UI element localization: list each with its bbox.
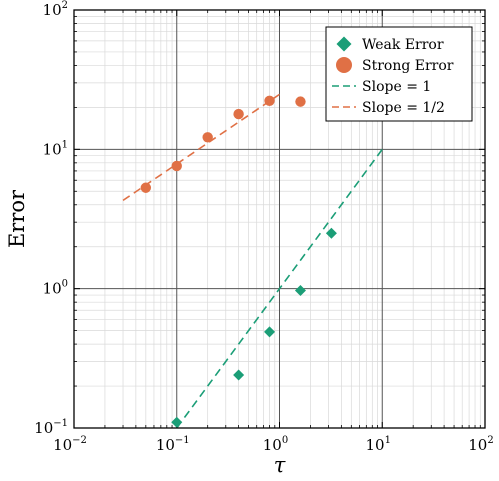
weak-error-point	[325, 227, 337, 239]
plot-layer	[122, 93, 383, 428]
legend-label: Strong Error	[362, 58, 454, 74]
x-tick-label: 10−2	[53, 435, 87, 454]
weak-error-point	[171, 416, 183, 428]
y-axis-title: Error	[5, 189, 29, 248]
legend-label: Weak Error	[362, 37, 444, 53]
strong-error-point	[140, 182, 152, 193]
y-tick-label: 100	[43, 279, 68, 298]
legend-label: Slope = 1	[362, 79, 431, 95]
weak-error-point	[264, 326, 276, 338]
strong-error-point	[233, 108, 244, 120]
grid	[73, 9, 486, 429]
x-tick-label: 102	[468, 435, 493, 454]
strong-error-point	[264, 95, 275, 107]
reference-line	[122, 93, 280, 202]
legend-weak-error-marker	[336, 36, 352, 52]
weak-error-point	[233, 369, 245, 381]
x-tick-label: 101	[366, 435, 391, 454]
legend-strong-error-marker	[336, 57, 352, 73]
legend-box	[325, 26, 473, 122]
weak-error-point	[294, 285, 306, 297]
x-axis-title: τ	[274, 453, 286, 477]
legend-label: Slope = 1/2	[362, 100, 445, 116]
reference-line	[176, 148, 383, 428]
x-tick-label: 10−1	[156, 435, 190, 454]
strong-error-point	[171, 160, 182, 172]
legend: Weak Error Strong Error Slope = 1 Slope = 1…	[325, 26, 473, 122]
y-tick-label: 101	[43, 139, 68, 158]
y-tick-label: 10−1	[34, 418, 68, 437]
strong-error-point	[202, 132, 213, 143]
y-tick-label: 102	[43, 0, 68, 19]
strong-error-point	[295, 96, 306, 107]
plot-frame	[73, 9, 486, 429]
x-tick-label: 100	[263, 435, 288, 454]
